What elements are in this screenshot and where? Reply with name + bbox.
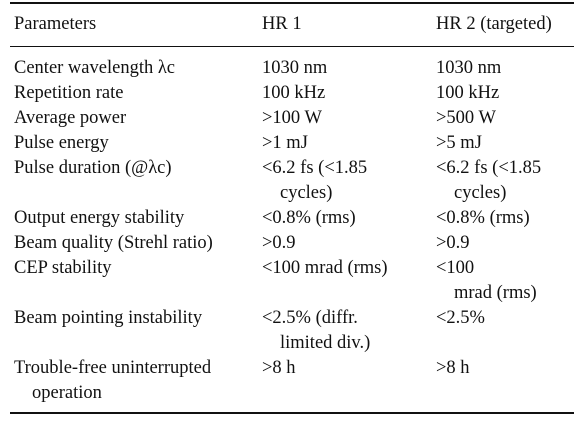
table-row: Center wavelength λc 1030 nm 1030 nm	[10, 47, 574, 81]
hr1-cell: 1030 nm	[262, 58, 328, 78]
header-parameters: Parameters	[14, 14, 97, 34]
hr2-cell: 100 kHz	[436, 83, 500, 103]
param-label: Center wavelength λc	[14, 58, 176, 78]
table-row: CEP stability <100 mrad (rms) <100 mrad …	[10, 256, 574, 306]
header-row: Parameters HR 1 HR 2 (targeted)	[10, 4, 574, 46]
hr2-cell: >5 mJ	[436, 133, 482, 153]
param-cell: Pulse energy	[14, 133, 109, 153]
param-cell: Average power	[14, 108, 127, 128]
hr2-cell: 1030 nm	[436, 58, 502, 78]
param-cell: CEP stability	[14, 258, 112, 278]
hr2-cell: <0.8% (rms)	[436, 208, 530, 228]
param-cell: Trouble-free uninterrupted operation	[14, 358, 212, 403]
header-hr2: HR 2 (targeted)	[436, 14, 552, 34]
hr2-cell: >500 W	[436, 108, 496, 128]
bottom-rule	[10, 412, 574, 414]
param-cell: Beam pointing instability	[14, 308, 203, 328]
param-cell: Center wavelength λc	[10, 47, 262, 81]
top-rule	[10, 2, 574, 4]
table-row: Beam pointing instability <2.5% (diffr. …	[10, 306, 574, 356]
hr2-cell: <6.2 fs (<1.85 cycles)	[436, 158, 542, 203]
table-row: Pulse energy >1 mJ >5 mJ	[10, 131, 574, 156]
hr1-cell: <2.5% (diffr. limited div.)	[262, 308, 371, 353]
header-hr1: HR 1	[262, 14, 302, 34]
table-row: Trouble-free uninterrupted operation >8 …	[10, 356, 574, 406]
hr2-cell: >8 h	[436, 358, 470, 378]
header-rule	[10, 46, 574, 47]
hr1-cell: <100 mrad (rms)	[262, 258, 388, 278]
table-row: Output energy stability <0.8% (rms) <0.8…	[10, 206, 574, 231]
table-row: Repetition rate 100 kHz 100 kHz	[10, 81, 574, 106]
param-cell: Repetition rate	[14, 83, 124, 103]
hr1-cell: <6.2 fs (<1.85 cycles)	[262, 158, 368, 203]
table-row: Pulse duration (@λc) <6.2 fs (<1.85 cycl…	[10, 156, 574, 206]
param-cell: Output energy stability	[14, 208, 185, 228]
hr2-cell: >0.9	[436, 233, 470, 253]
hr1-cell: 100 kHz	[262, 83, 326, 103]
param-cell: Beam quality (Strehl ratio)	[14, 233, 213, 253]
param-cell: Pulse duration (@λc)	[14, 158, 172, 178]
hr2-cell: <100 mrad (rms)	[436, 258, 537, 303]
hr1-cell: <0.8% (rms)	[262, 208, 356, 228]
table-row: Beam quality (Strehl ratio) >0.9 >0.9	[10, 231, 574, 256]
hr1-cell: >1 mJ	[262, 133, 308, 153]
parameters-table: Parameters HR 1 HR 2 (targeted) Center w…	[10, 4, 574, 406]
hr2-cell: <2.5%	[436, 308, 485, 328]
hr1-cell: >0.9	[262, 233, 296, 253]
spec-table: Parameters HR 1 HR 2 (targeted) Center w…	[10, 2, 574, 414]
hr1-cell: >8 h	[262, 358, 296, 378]
table-row: Average power >100 W >500 W	[10, 106, 574, 131]
hr1-cell: >100 W	[262, 108, 322, 128]
